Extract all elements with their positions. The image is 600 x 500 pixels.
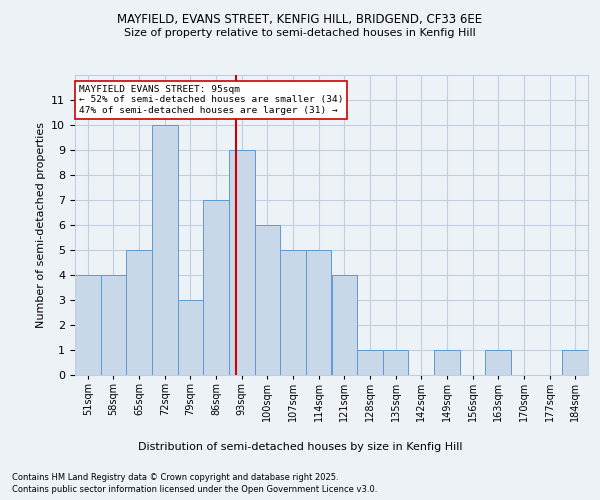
Bar — [357, 350, 383, 375]
Bar — [152, 125, 178, 375]
Bar — [306, 250, 331, 375]
Bar — [434, 350, 460, 375]
Bar — [229, 150, 254, 375]
Text: Contains public sector information licensed under the Open Government Licence v3: Contains public sector information licen… — [12, 485, 377, 494]
Bar — [254, 225, 280, 375]
Text: MAYFIELD, EVANS STREET, KENFIG HILL, BRIDGEND, CF33 6EE: MAYFIELD, EVANS STREET, KENFIG HILL, BRI… — [118, 12, 482, 26]
Bar — [101, 275, 126, 375]
Bar — [331, 275, 357, 375]
Bar — [383, 350, 409, 375]
Bar — [75, 275, 101, 375]
Y-axis label: Number of semi-detached properties: Number of semi-detached properties — [36, 122, 46, 328]
Bar — [178, 300, 203, 375]
Bar — [485, 350, 511, 375]
Text: Distribution of semi-detached houses by size in Kenfig Hill: Distribution of semi-detached houses by … — [138, 442, 462, 452]
Bar — [562, 350, 588, 375]
Text: Contains HM Land Registry data © Crown copyright and database right 2025.: Contains HM Land Registry data © Crown c… — [12, 472, 338, 482]
Bar — [126, 250, 152, 375]
Bar — [203, 200, 229, 375]
Text: Size of property relative to semi-detached houses in Kenfig Hill: Size of property relative to semi-detach… — [124, 28, 476, 38]
Text: MAYFIELD EVANS STREET: 95sqm
← 52% of semi-detached houses are smaller (34)
47% : MAYFIELD EVANS STREET: 95sqm ← 52% of se… — [79, 85, 343, 115]
Bar — [280, 250, 306, 375]
